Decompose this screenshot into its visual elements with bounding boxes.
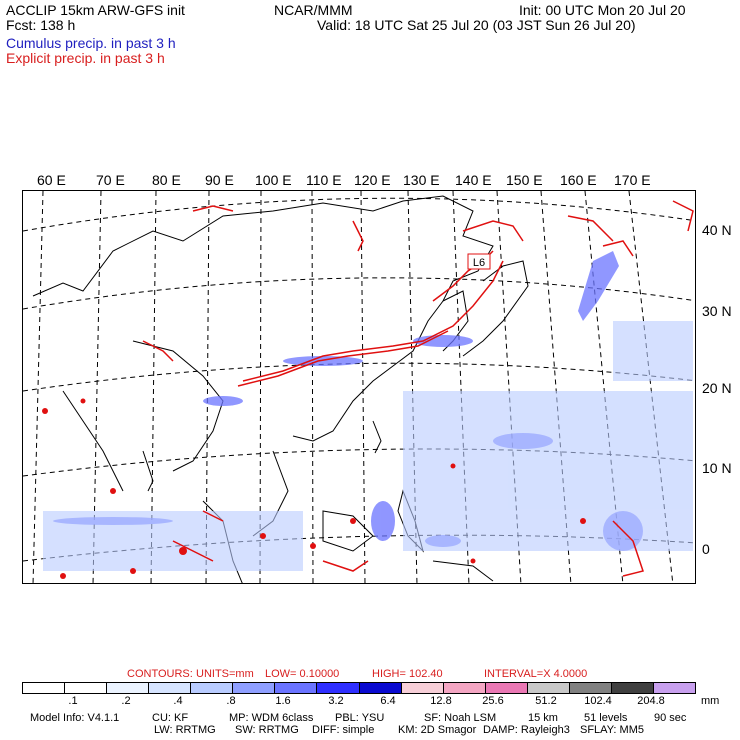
colorbar-swatch [107,683,150,693]
model-info: Model Info: V4.1.1 [30,712,120,724]
explicit-precip-cells [42,398,586,579]
colorbar-swatch [611,683,654,693]
contours-interval: INTERVAL=X 4.0000 [484,668,588,680]
model-sf: SF: Noah LSM [424,712,497,724]
lon-label: 160 E [560,172,597,188]
lon-label: 100 E [255,172,292,188]
lat-label: 0 [702,541,710,557]
colorbar-swatch [65,683,108,693]
colorbar-swatch [23,683,66,693]
forecast-hour: Fcst: 138 h [6,17,76,33]
legend-cumulus-precip: Cumulus precip. in past 3 h [6,35,176,51]
lon-label: 170 E [614,172,651,188]
model-pbl: PBL: YSU [335,712,385,724]
colorbar-swatch [275,683,318,693]
colorbar-swatch [191,683,234,693]
contours-prefix: CONTOURS: [127,668,193,680]
lon-label: 60 E [37,172,66,188]
model-damp: DAMP: Rayleigh3 [483,724,570,736]
legend-explicit-precip: Explicit precip. in past 3 h [6,50,165,66]
colorbar-tick: 204.8 [637,695,665,707]
lat-label: 40 N [702,222,732,238]
lon-label: 150 E [506,172,543,188]
lon-label: 70 E [96,172,125,188]
lat-label: 20 N [702,380,732,396]
cumulus-precip-light [43,321,693,571]
model-levels: 51 levels [584,712,628,724]
lon-label: 80 E [152,172,181,188]
colorbar-tick: .2 [121,695,131,707]
low-center-box [467,253,491,270]
model-res: 15 km [528,712,558,724]
model-km: KM: 2D Smagor [398,724,477,736]
lat-label: 30 N [702,303,732,319]
colorbar-tick: 6.4 [380,695,396,707]
colorbar-tick: .4 [173,695,183,707]
colorbar-tick: .1 [68,695,78,707]
contours-high: HIGH= 102.40 [372,668,443,680]
model-sw: SW: RRTMG [235,724,299,736]
valid-time: Valid: 18 UTC Sat 25 Jul 20 (03 JST Sun … [317,17,636,33]
colorbar-swatch [443,683,486,693]
lon-label: 110 E [306,172,342,188]
colorbar-swatch [401,683,444,693]
colorbar-unit: mm [701,695,720,707]
center-label: NCAR/MMM [274,2,353,18]
lon-label: 90 E [205,172,234,188]
run-title: ACCLIP 15km ARW-GFS init [6,2,185,18]
low-center-label: L6 [473,257,485,269]
model-dt: 90 sec [654,712,687,724]
lat-label: 10 N [702,460,732,476]
model-diff: DIFF: simple [312,724,375,736]
precip-map: L6 [22,190,696,584]
colorbar-swatch [485,683,528,693]
lon-label: 120 E [354,172,391,188]
model-lw: LW: RRTMG [154,724,216,736]
colorbar-swatch [527,683,570,693]
colorbar-swatch [149,683,192,693]
colorbar [22,682,696,694]
colorbar-swatch [317,683,360,693]
colorbar-swatch [569,683,612,693]
colorbar-tick: 3.2 [328,695,344,707]
colorbar-tick: 102.4 [584,695,612,707]
lon-label: 130 E [403,172,440,188]
colorbar-tick: 25.6 [482,695,504,707]
contours-units: UNITS=mm [196,668,254,680]
colorbar-swatch [359,683,402,693]
colorbar-swatch [653,683,695,693]
model-mp: MP: WDM 6class [229,712,314,724]
model-cu: CU: KF [152,712,189,724]
colorbar-swatch [233,683,276,693]
colorbar-tick: .8 [226,695,236,707]
colorbar-tick: 51.2 [535,695,557,707]
contours-low: LOW= 0.10000 [265,668,340,680]
init-time: Init: 00 UTC Mon 20 Jul 20 [519,2,686,18]
lon-label: 140 E [455,172,492,188]
map-canvas: L6 [23,191,695,583]
colorbar-tick: 1.6 [275,695,291,707]
colorbar-tick: 12.8 [430,695,452,707]
model-sflay: SFLAY: MM5 [580,724,644,736]
